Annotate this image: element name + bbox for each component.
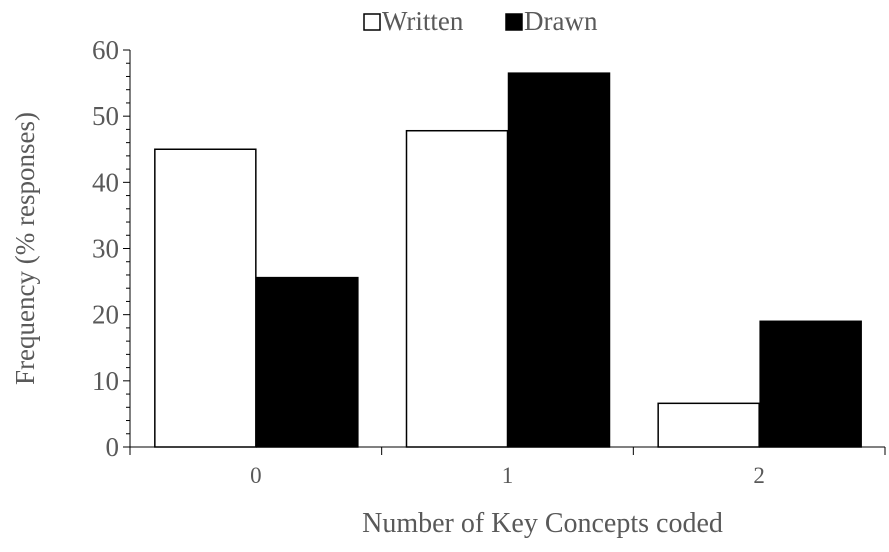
x-tick-label: 1 [502, 463, 514, 488]
y-tick-label: 30 [92, 234, 119, 264]
bars [154, 72, 862, 448]
bar-drawn-2 [759, 320, 862, 448]
y-tick-label: 0 [106, 432, 120, 462]
y-tick-label: 40 [92, 167, 119, 197]
y-tick-label: 60 [92, 35, 119, 65]
x-tick-label: 0 [250, 463, 262, 488]
legend-swatch-drawn [505, 13, 523, 31]
legend-label-written: Written [382, 6, 464, 36]
y-tick-label: 20 [92, 300, 119, 330]
bar-drawn-0 [256, 276, 359, 448]
x-axis-label: Number of Key Concepts coded [362, 508, 723, 539]
y-axis-ticks: 0 10 20 30 40 50 60 [92, 35, 130, 462]
legend-swatch-written [363, 13, 381, 31]
legend-label-drawn: Drawn [524, 6, 598, 36]
bar-written-1 [405, 129, 509, 448]
legend: Written Drawn [363, 6, 598, 36]
y-tick-label: 50 [92, 101, 119, 131]
y-axis-label: Frequency (% responses) [10, 112, 40, 385]
y-tick-label: 10 [92, 366, 119, 396]
bar-drawn-1 [507, 72, 611, 448]
x-tick-label: 2 [753, 463, 765, 488]
bar-written-0 [154, 148, 257, 448]
bar-written-2 [657, 402, 760, 448]
x-axis-ticks: 0 1 2 [129, 447, 886, 488]
